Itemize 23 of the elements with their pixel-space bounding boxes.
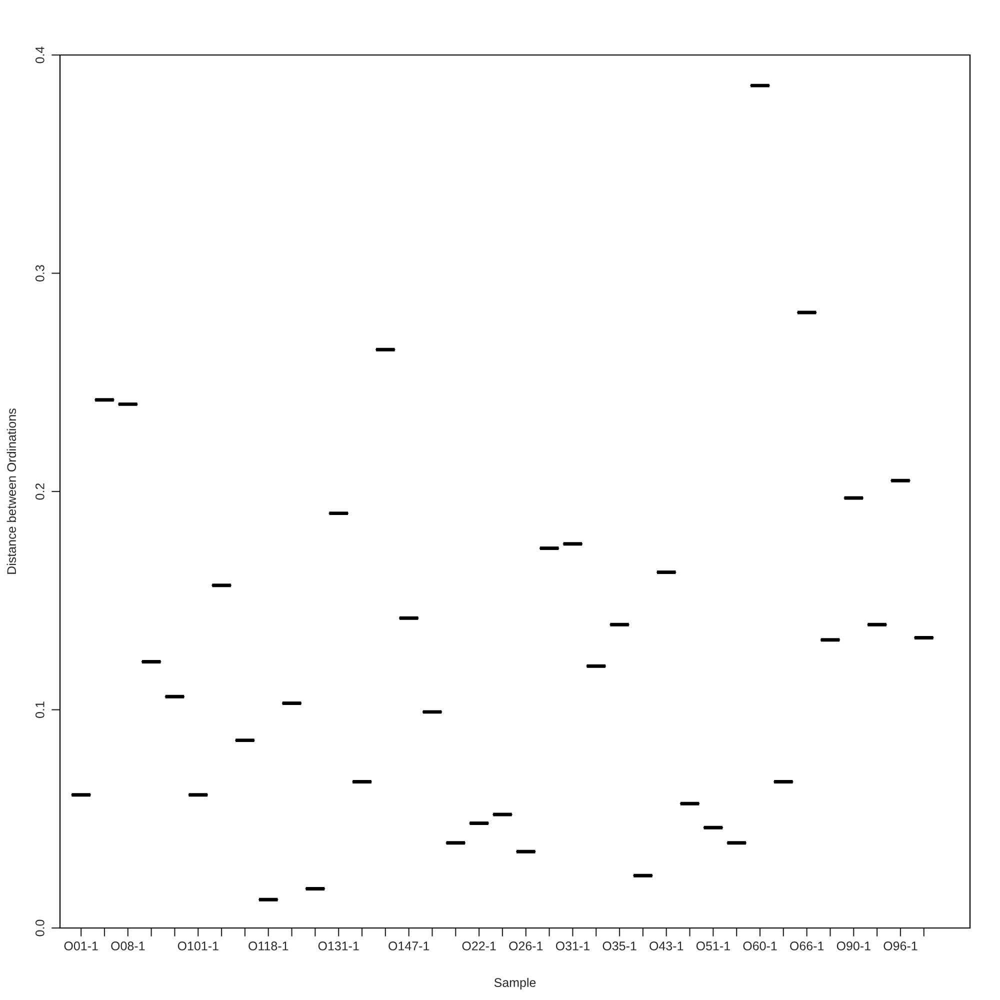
x-tick-label: O31-1 xyxy=(556,942,590,950)
x-tick-label: O26-1 xyxy=(509,942,543,950)
x-tick-label: O43-1 xyxy=(650,942,684,950)
x-tick-label: O51-1 xyxy=(696,942,730,950)
y-tick-label: 0.0 xyxy=(35,920,44,936)
x-tick-label: O131-1 xyxy=(318,942,359,950)
x-tick-label: O35-1 xyxy=(602,942,636,950)
x-tick-label: O147-1 xyxy=(388,942,430,950)
y-tick-label: 0.3 xyxy=(35,265,44,282)
x-tick-label: O22-1 xyxy=(462,942,496,950)
x-tick-label: O08-1 xyxy=(111,942,145,950)
y-tick-label: 0.4 xyxy=(35,46,44,64)
x-tick-label: O01-1 xyxy=(64,942,98,950)
x-tick-label: O66-1 xyxy=(790,942,824,950)
x-tick-label: O96-1 xyxy=(884,942,918,950)
y-tick-label: 0.1 xyxy=(35,702,44,718)
y-tick-label: 0.2 xyxy=(35,483,44,500)
x-tick-label: O90-1 xyxy=(836,942,870,950)
x-tick-label: O118-1 xyxy=(248,942,288,950)
x-tick-label: O101-1 xyxy=(178,942,218,950)
x-axis-title: Sample xyxy=(494,978,536,990)
x-tick-label: O60-1 xyxy=(743,942,777,950)
y-axis-title: Distance between Ordinations xyxy=(6,408,16,574)
